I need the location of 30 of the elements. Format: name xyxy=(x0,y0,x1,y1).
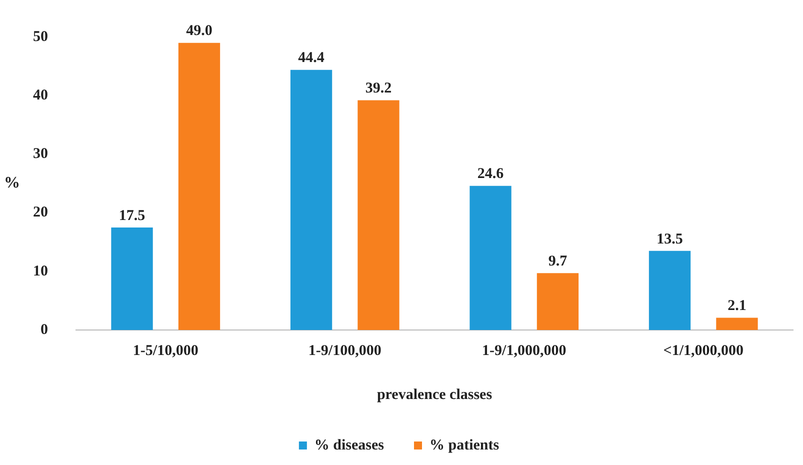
bar xyxy=(290,70,332,330)
bar xyxy=(470,186,512,330)
data-label: 39.2 xyxy=(365,80,392,97)
data-label: 49.0 xyxy=(186,23,212,40)
bar xyxy=(358,100,400,330)
x-tick-label: 1-9/100,000 xyxy=(308,342,382,359)
legend-label: % patients xyxy=(430,437,500,454)
y-tick-label: 50 xyxy=(33,28,48,45)
y-tick-label: 30 xyxy=(33,146,48,162)
y-tick-label: 10 xyxy=(33,263,48,280)
bar xyxy=(178,42,220,330)
x-axis-title: prevalence classes xyxy=(376,386,492,403)
data-label: 24.6 xyxy=(477,166,504,182)
data-label: 9.7 xyxy=(548,254,568,270)
bar xyxy=(648,250,691,330)
bar xyxy=(716,318,758,330)
x-tick-label: 1-9/1,000,000 xyxy=(482,342,566,359)
bar xyxy=(536,273,579,330)
y-tick-label: 40 xyxy=(33,87,48,104)
y-axis-title: % xyxy=(4,174,20,192)
data-label: 2.1 xyxy=(728,298,746,314)
x-tick-label: 1-5/10,000 xyxy=(132,342,198,359)
data-label: 17.5 xyxy=(118,208,146,224)
x-tick-label: <1/1,000,000 xyxy=(663,342,744,359)
y-tick-label: 0 xyxy=(40,322,48,338)
data-label: 44.4 xyxy=(298,50,325,66)
bar xyxy=(111,227,153,330)
legend-label: % diseases xyxy=(314,437,384,454)
data-label: 13.5 xyxy=(656,231,683,248)
y-tick-label: 20 xyxy=(33,204,48,221)
